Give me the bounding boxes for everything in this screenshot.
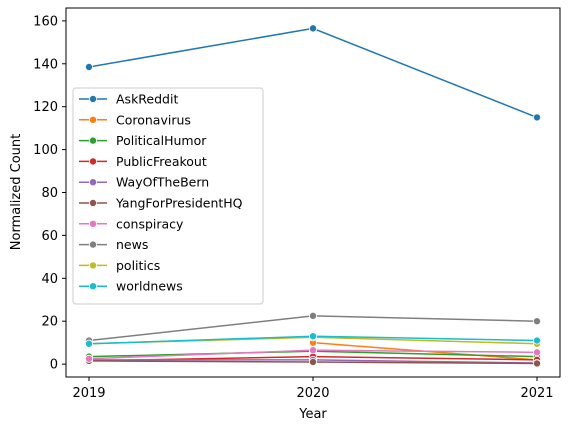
x-axis-label: Year [298, 407, 327, 422]
data-point-worldnews [85, 339, 94, 348]
legend-item-yangforpresidenthq: YangForPresidentHQ [79, 196, 243, 211]
legend-box [72, 87, 264, 305]
data-point-askreddit [308, 24, 317, 33]
data-point-conspiracy [308, 346, 317, 355]
data-point-askreddit [533, 113, 542, 122]
legend-label: YangForPresidentHQ [115, 196, 243, 211]
data-point-conspiracy [533, 348, 542, 357]
legend-swatch-marker [89, 282, 98, 291]
series-conspiracy [85, 346, 542, 363]
legend-item-conspiracy: conspiracy [79, 216, 184, 231]
y-axis: 0 20 40 60 80 100 120 140 160 [33, 14, 66, 373]
legend-swatch-marker [89, 261, 98, 270]
legend-label: PublicFreakout [116, 154, 207, 169]
y-axis-label: Normalized Count [9, 134, 24, 250]
legend-item-politics: politics [79, 258, 160, 273]
plot-content [85, 24, 542, 368]
x-tick-label: 2019 [72, 386, 105, 401]
legend-swatch-marker [89, 115, 98, 124]
y-tick-label: 100 [33, 143, 58, 158]
legend-label: worldnews [116, 279, 183, 294]
legend-label: politics [116, 258, 160, 273]
y-tick-label: 60 [41, 229, 58, 244]
legend-item-news: news [79, 237, 148, 252]
legend-label: WayOfTheBern [116, 175, 209, 190]
y-tick-label: 40 [41, 272, 58, 287]
x-tick-label: 2021 [520, 386, 553, 401]
data-point-askreddit [85, 62, 94, 71]
legend-swatch-marker [89, 136, 98, 145]
legend-swatch-marker [89, 198, 98, 207]
legend-item-publicfreakout: PublicFreakout [79, 154, 207, 169]
data-point-yangforpresidenthq [308, 357, 317, 366]
series-worldnews [85, 332, 542, 348]
y-tick-label: 160 [33, 14, 58, 29]
legend-swatch-marker [89, 178, 98, 187]
legend-item-askreddit: AskReddit [79, 92, 178, 107]
legend-label: Coronavirus [116, 112, 191, 127]
y-tick-label: 80 [41, 186, 58, 201]
legend-label: PoliticalHumor [116, 133, 207, 148]
data-point-conspiracy [85, 354, 94, 363]
x-axis: 2019 2020 2021 [72, 377, 554, 401]
data-point-news [533, 317, 542, 326]
y-tick-label: 0 [50, 358, 58, 373]
series-askreddit [85, 24, 542, 122]
legend-swatch-marker [89, 219, 98, 228]
data-point-news [308, 311, 317, 320]
legend-item-worldnews: worldnews [79, 279, 183, 294]
legend-item-wayofthebern: WayOfTheBern [79, 175, 209, 190]
y-tick-label: 140 [33, 57, 58, 72]
data-point-worldnews [533, 336, 542, 345]
legend-item-politicalhumor: PoliticalHumor [79, 133, 207, 148]
legend-swatch-marker [89, 157, 98, 166]
data-point-yangforpresidenthq [533, 359, 542, 368]
legend-swatch-marker [89, 240, 98, 249]
legend-label: AskReddit [116, 92, 178, 107]
y-tick-label: 20 [41, 315, 58, 330]
legend-label: news [116, 237, 148, 252]
legend-item-coronavirus: Coronavirus [79, 112, 191, 127]
legend-swatch-marker [89, 95, 98, 104]
x-tick-label: 2020 [296, 386, 329, 401]
legend: AskReddit Coronavirus PoliticalHumor Public… [72, 87, 264, 305]
y-tick-label: 120 [33, 100, 58, 115]
data-point-worldnews [308, 332, 317, 341]
legend-label: conspiracy [116, 216, 184, 231]
